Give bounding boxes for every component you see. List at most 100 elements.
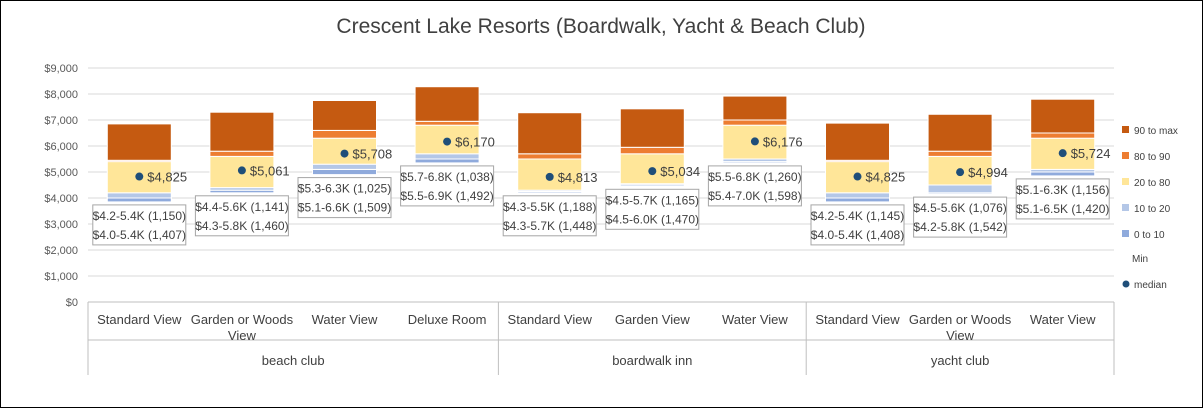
- bar-segment-90-to-max: [312, 100, 377, 131]
- median-label: $6,176: [763, 134, 803, 149]
- legend-label: 0 to 10: [1134, 230, 1165, 241]
- range-label-box: [707, 165, 802, 207]
- bar-segment-90-to-max: [619, 108, 685, 148]
- range-label-box: [913, 196, 1008, 238]
- chart-title: Crescent Lake Resorts (Boardwalk, Yacht …: [336, 15, 865, 38]
- range-label-box: [502, 195, 597, 237]
- bar-segment-0-to-10: [414, 158, 480, 164]
- bar-segment-90-to-max: [1030, 98, 1096, 134]
- range-label: $4.2-5.4K (1,150): [93, 209, 186, 223]
- median-label: $6,170: [455, 135, 495, 150]
- y-tick-label: $5,000: [44, 167, 78, 179]
- category-label: Standard View: [508, 312, 593, 327]
- median-label: $4,825: [147, 170, 187, 185]
- bar-segment-10-to-20: [825, 192, 890, 199]
- median-label: $5,708: [353, 147, 393, 162]
- median-label: $4,813: [558, 170, 598, 185]
- x-axis: beach club boardwalk inn yacht club Standar…: [87, 302, 1115, 375]
- bar-segment-10-to-20: [312, 163, 377, 170]
- legend: 90 to max 80 to 90 20 to 80 10 to 20 0 to 10…: [1122, 126, 1178, 291]
- bar-segment-90-to-max: [106, 123, 172, 161]
- bar-segment-80-to-90: [927, 150, 993, 157]
- bar-segment-90-to-max: [825, 122, 890, 161]
- bar-segment-10-to-20: [106, 192, 172, 199]
- range-label: $5.1-6.5K (1,420): [1016, 202, 1109, 216]
- median-marker: [648, 167, 657, 176]
- legend-label: Min: [1132, 254, 1148, 265]
- category-label: View: [946, 328, 975, 343]
- category-label: Garden or Woods: [909, 312, 1012, 327]
- range-label: $5.7-6.8K (1,038): [400, 170, 493, 184]
- range-label-box: [810, 204, 905, 246]
- bar-segment-0-to-10: [1030, 171, 1096, 177]
- bar-segment-80-to-90: [414, 120, 480, 126]
- range-label: $5.3-6.3K (1,025): [298, 182, 391, 196]
- category-label: Water View: [1030, 312, 1096, 327]
- bar-segment-80-to-90: [722, 119, 788, 126]
- data-labels: $4.2-5.4K (1,150) $4.0-5.4K (1,407) $4.4-5…: [92, 165, 1110, 246]
- median-marker: [545, 172, 554, 181]
- bar-segment-90-to-max: [414, 86, 480, 122]
- bar-segment-10-to-20: [414, 153, 480, 160]
- median-marker: [1058, 149, 1067, 158]
- range-label: $5.1-6.3K (1,156): [1016, 183, 1109, 197]
- y-tick-label: $9,000: [44, 63, 78, 75]
- range-label: $4.4-5.6K (1,141): [195, 200, 288, 214]
- bar-segment-80-to-90: [1030, 132, 1096, 139]
- median-label: $4,825: [866, 170, 906, 185]
- range-label-box: [605, 188, 700, 230]
- bar-segment-90-to-max: [209, 111, 275, 152]
- median-marker: [340, 149, 349, 158]
- range-label: $5.5-6.9K (1,492): [400, 189, 493, 203]
- category-label: Water View: [722, 312, 788, 327]
- range-label-box: [297, 177, 392, 219]
- category-label: Garden View: [615, 312, 691, 327]
- category-label: Water View: [312, 312, 378, 327]
- y-tick-label: $4,000: [44, 193, 78, 205]
- group-label: boardwalk inn: [612, 353, 692, 368]
- legend-label: 10 to 20: [1134, 204, 1171, 215]
- y-tick-label: $8,000: [44, 89, 78, 101]
- category-label: Standard View: [815, 312, 900, 327]
- y-tick-label: $6,000: [44, 141, 78, 153]
- group-label: yacht club: [931, 353, 990, 368]
- category-label: Deluxe Room: [408, 312, 487, 327]
- category-label: Garden or Woods: [191, 312, 294, 327]
- legend-swatch-median: [1122, 280, 1130, 288]
- bars: [106, 86, 1096, 203]
- range-label: $4.5-6.0K (1,470): [606, 212, 699, 226]
- median-label: $5,724: [1071, 146, 1111, 161]
- median-marker: [443, 137, 452, 146]
- y-axis: $0 $1,000 $2,000 $3,000 $4,000 $5,000 $6,000 $7…: [44, 63, 78, 309]
- legend-label: 90 to max: [1134, 126, 1178, 137]
- legend-swatch: [1122, 178, 1129, 185]
- category-label: View: [228, 328, 257, 343]
- median-marker: [237, 166, 246, 175]
- range-label: $4.3-5.8K (1,460): [195, 219, 288, 233]
- y-tick-label: $0: [66, 297, 78, 309]
- y-tick-label: $7,000: [44, 115, 78, 127]
- range-label: $4.3-5.7K (1,448): [503, 219, 596, 233]
- legend-label: median: [1134, 280, 1167, 291]
- median-label: $5,061: [250, 163, 290, 178]
- bar-segment-0-to-10: [312, 168, 377, 176]
- range-label: $4.0-5.4K (1,407): [93, 228, 186, 242]
- range-label: $4.5-5.6K (1,076): [913, 201, 1006, 215]
- y-tick-label: $2,000: [44, 245, 78, 257]
- median-label: $5,034: [660, 164, 700, 179]
- median-marker: [135, 172, 144, 181]
- range-label: $4.0-5.4K (1,408): [811, 228, 904, 242]
- legend-swatch: [1122, 152, 1129, 159]
- bar-segment-0-to-10: [825, 197, 890, 203]
- legend-swatch: [1122, 204, 1129, 211]
- legend-swatch: [1122, 230, 1129, 237]
- range-label: $4.2-5.4K (1,145): [811, 209, 904, 223]
- bar-segment-80-to-90: [619, 146, 685, 155]
- group-label: beach club: [262, 353, 325, 368]
- range-label: $4.2-5.8K (1,542): [913, 220, 1006, 234]
- range-label: $5.4-7.0K (1,598): [708, 189, 801, 203]
- median-marker: [750, 137, 759, 146]
- bar-segment-90-to-max: [722, 95, 788, 121]
- range-label-box: [400, 165, 495, 207]
- bar-segment-80-to-90: [517, 153, 583, 160]
